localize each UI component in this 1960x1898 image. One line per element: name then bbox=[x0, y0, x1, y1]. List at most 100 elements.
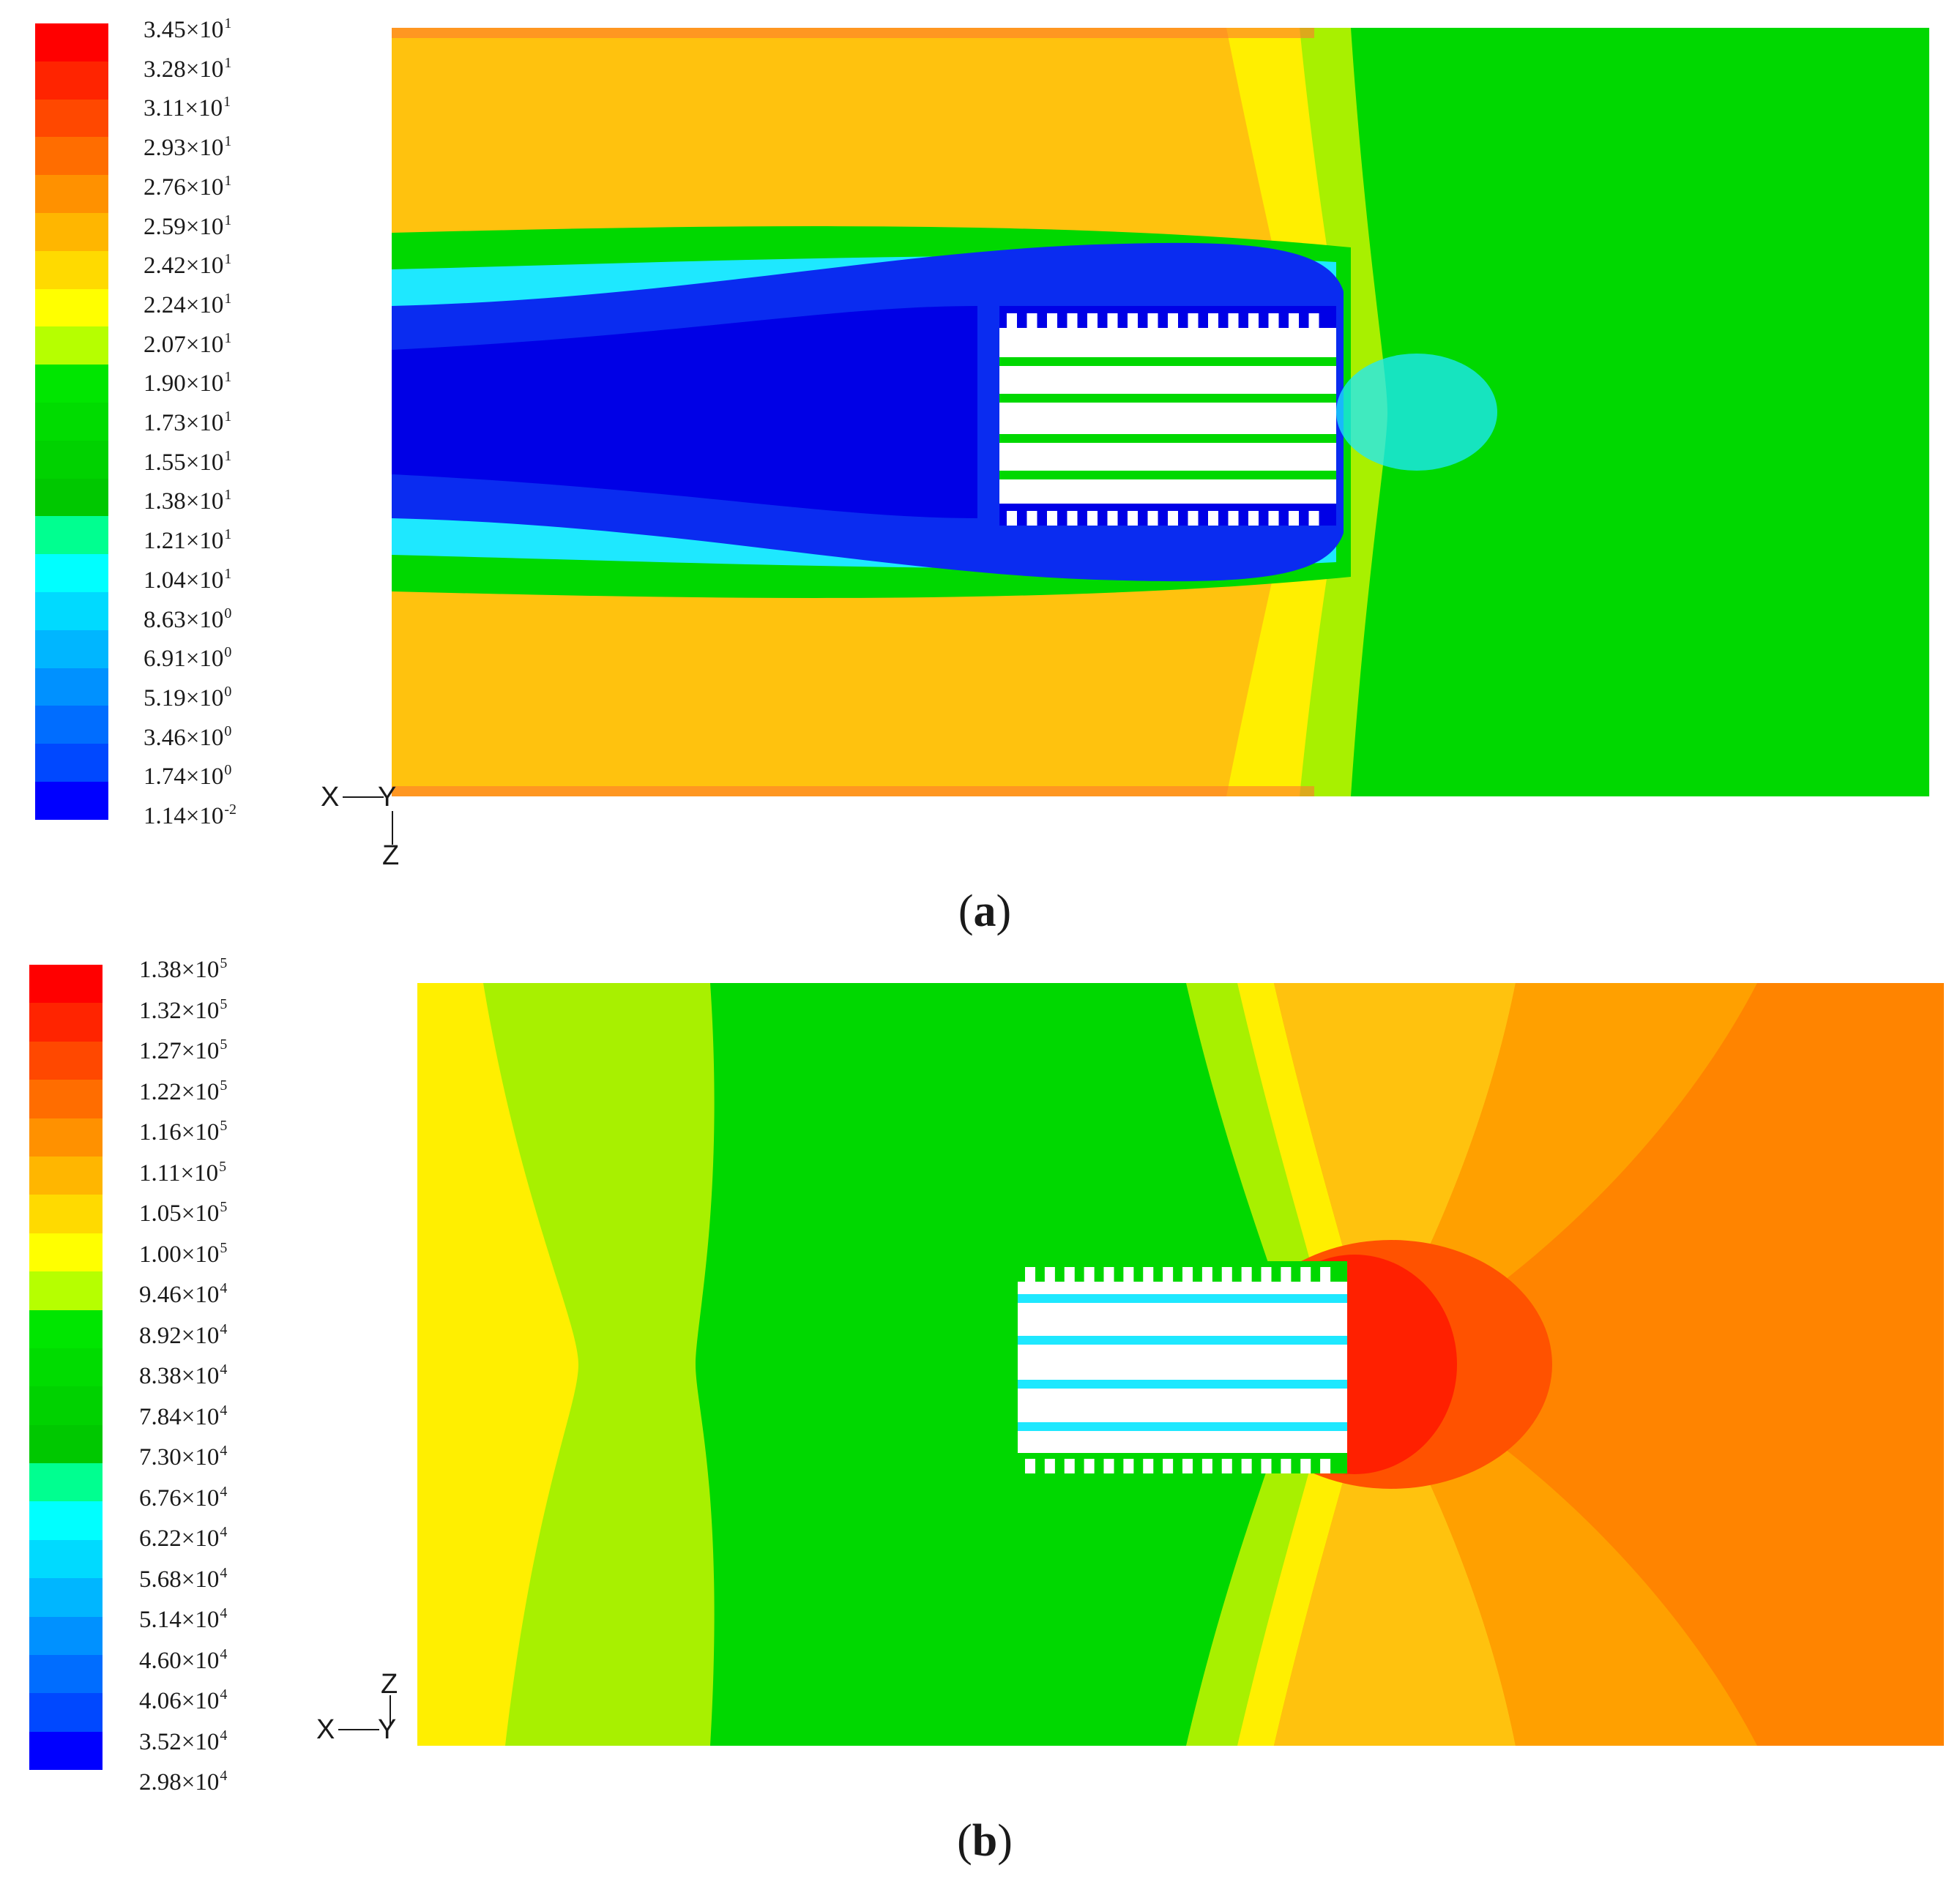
fin-notch bbox=[1026, 313, 1037, 328]
legend-swatch bbox=[35, 99, 108, 138]
fin-notch bbox=[1064, 1459, 1075, 1473]
fin-notch bbox=[1281, 1267, 1292, 1282]
legend-swatch bbox=[29, 1501, 103, 1540]
legend-tick-label: 8.38×104 bbox=[139, 1361, 228, 1389]
legend-swatch bbox=[35, 591, 108, 630]
legend-swatch bbox=[29, 1463, 103, 1502]
legend-swatch bbox=[29, 1655, 103, 1694]
fin-notch bbox=[1208, 511, 1218, 526]
downstream-cyan-puff bbox=[1336, 354, 1497, 471]
legend-tick-label: 3.52×104 bbox=[139, 1727, 228, 1755]
legend-tick-label: 2.93×101 bbox=[144, 133, 232, 162]
fin-notch bbox=[1320, 1459, 1331, 1473]
fin-notch bbox=[1261, 1459, 1272, 1473]
fin-notch bbox=[1281, 1459, 1292, 1473]
legend-tick-label: 2.42×101 bbox=[144, 251, 232, 280]
legend-swatch bbox=[35, 212, 108, 251]
legend-tick-label: 4.60×104 bbox=[139, 1645, 228, 1674]
legend-swatch bbox=[35, 478, 108, 517]
legend-tick-label: 4.06×104 bbox=[139, 1686, 228, 1714]
legend-swatch bbox=[35, 554, 108, 592]
fin-notch bbox=[1087, 511, 1098, 526]
legend-swatch bbox=[35, 440, 108, 479]
legend-swatch bbox=[35, 23, 108, 61]
legend-tick-label: 1.14×10-2 bbox=[144, 802, 237, 829]
fin-notch bbox=[1128, 313, 1138, 328]
fin-notch bbox=[1221, 1267, 1232, 1282]
legend-swatch bbox=[29, 1309, 103, 1348]
legend-tick-label: 6.22×104 bbox=[139, 1524, 228, 1552]
fin-notch bbox=[1163, 1267, 1174, 1282]
legend-tick-label: 8.63×100 bbox=[144, 605, 232, 633]
legend-tick-label: 2.76×101 bbox=[144, 172, 232, 201]
legend-tick-label: 3.45×101 bbox=[144, 15, 232, 43]
legend-b-colorbar bbox=[29, 965, 103, 1771]
fin-notch bbox=[1168, 313, 1178, 328]
legend-swatch bbox=[35, 744, 108, 782]
fin-notch bbox=[1182, 1267, 1193, 1282]
legend-swatch bbox=[29, 1195, 103, 1233]
legend-tick-label: 1.32×105 bbox=[139, 995, 228, 1024]
fin-notch bbox=[1147, 313, 1158, 328]
legend-a-colorbar bbox=[35, 23, 108, 820]
legend-tick-label: 1.73×101 bbox=[144, 408, 232, 436]
legend-swatch bbox=[35, 326, 108, 365]
fin-notch bbox=[1067, 511, 1078, 526]
fin-notch bbox=[1300, 1267, 1311, 1282]
fin-notch bbox=[1107, 511, 1118, 526]
fin-notch bbox=[1107, 313, 1118, 328]
pressure-contour-plot bbox=[417, 983, 1944, 1746]
transition-orange-band bbox=[1369, 983, 1757, 1746]
fin-notch bbox=[1241, 1459, 1252, 1473]
fin-notch bbox=[1248, 313, 1259, 328]
fin-notch bbox=[1300, 1459, 1311, 1473]
fin-notch bbox=[1007, 313, 1017, 328]
legend-swatch bbox=[35, 516, 108, 555]
fin-notch bbox=[1289, 313, 1299, 328]
fin-notch bbox=[1163, 1459, 1174, 1473]
velocity-contour-plot bbox=[392, 28, 1929, 796]
legend-swatch bbox=[35, 629, 108, 668]
fin-notch bbox=[1064, 1267, 1075, 1282]
legend-tick-label: 7.84×104 bbox=[139, 1402, 228, 1430]
legend-tick-label: 5.14×104 bbox=[139, 1605, 228, 1633]
legend-tick-label: 9.46×104 bbox=[139, 1280, 228, 1308]
bottom-edge-streak bbox=[392, 786, 1314, 796]
legend-swatch bbox=[29, 1080, 103, 1118]
legend-tick-label: 1.90×101 bbox=[144, 369, 232, 397]
fin-notch bbox=[1188, 511, 1199, 526]
legend-tick-label: 7.30×104 bbox=[139, 1443, 228, 1471]
legend-tick-label: 1.11×105 bbox=[139, 1158, 227, 1187]
fin-notch bbox=[1188, 313, 1199, 328]
legend-tick-label: 1.16×105 bbox=[139, 1118, 228, 1146]
legend-tick-label: 1.04×101 bbox=[144, 565, 232, 594]
legend-tick-label: 1.38×101 bbox=[144, 487, 232, 515]
fin-notch bbox=[1128, 511, 1138, 526]
fin-notch bbox=[1123, 1459, 1134, 1473]
heat-sink-body-a bbox=[999, 306, 1336, 526]
fin-notch bbox=[1007, 511, 1017, 526]
fin-notch bbox=[1241, 1267, 1252, 1282]
legend-swatch bbox=[29, 965, 103, 1004]
fin-notch bbox=[1084, 1267, 1095, 1282]
fin-notch bbox=[1221, 1459, 1232, 1473]
legend-swatch bbox=[35, 365, 108, 403]
legend-swatch bbox=[29, 1156, 103, 1195]
heat-sink-body-b bbox=[1018, 1261, 1347, 1473]
legend-swatch bbox=[35, 288, 108, 327]
legend-swatch bbox=[35, 781, 108, 820]
legend-tick-label: 5.68×104 bbox=[139, 1564, 228, 1593]
legend-swatch bbox=[35, 137, 108, 176]
transition-lime-band bbox=[1300, 28, 1387, 796]
fin-notch bbox=[1182, 1459, 1193, 1473]
legend-tick-label: 8.92×104 bbox=[139, 1320, 228, 1349]
legend-tick-label: 2.98×104 bbox=[139, 1768, 228, 1796]
legend-swatch bbox=[29, 1386, 103, 1425]
fin-notch bbox=[1268, 313, 1279, 328]
transition-amber-band bbox=[1274, 983, 1516, 1746]
fin-notch bbox=[1208, 313, 1218, 328]
legend-tick-label: 1.05×105 bbox=[139, 1199, 228, 1227]
legend-tick-label: 1.74×100 bbox=[144, 762, 232, 791]
legend-swatch bbox=[35, 61, 108, 100]
legend-swatch bbox=[35, 706, 108, 744]
